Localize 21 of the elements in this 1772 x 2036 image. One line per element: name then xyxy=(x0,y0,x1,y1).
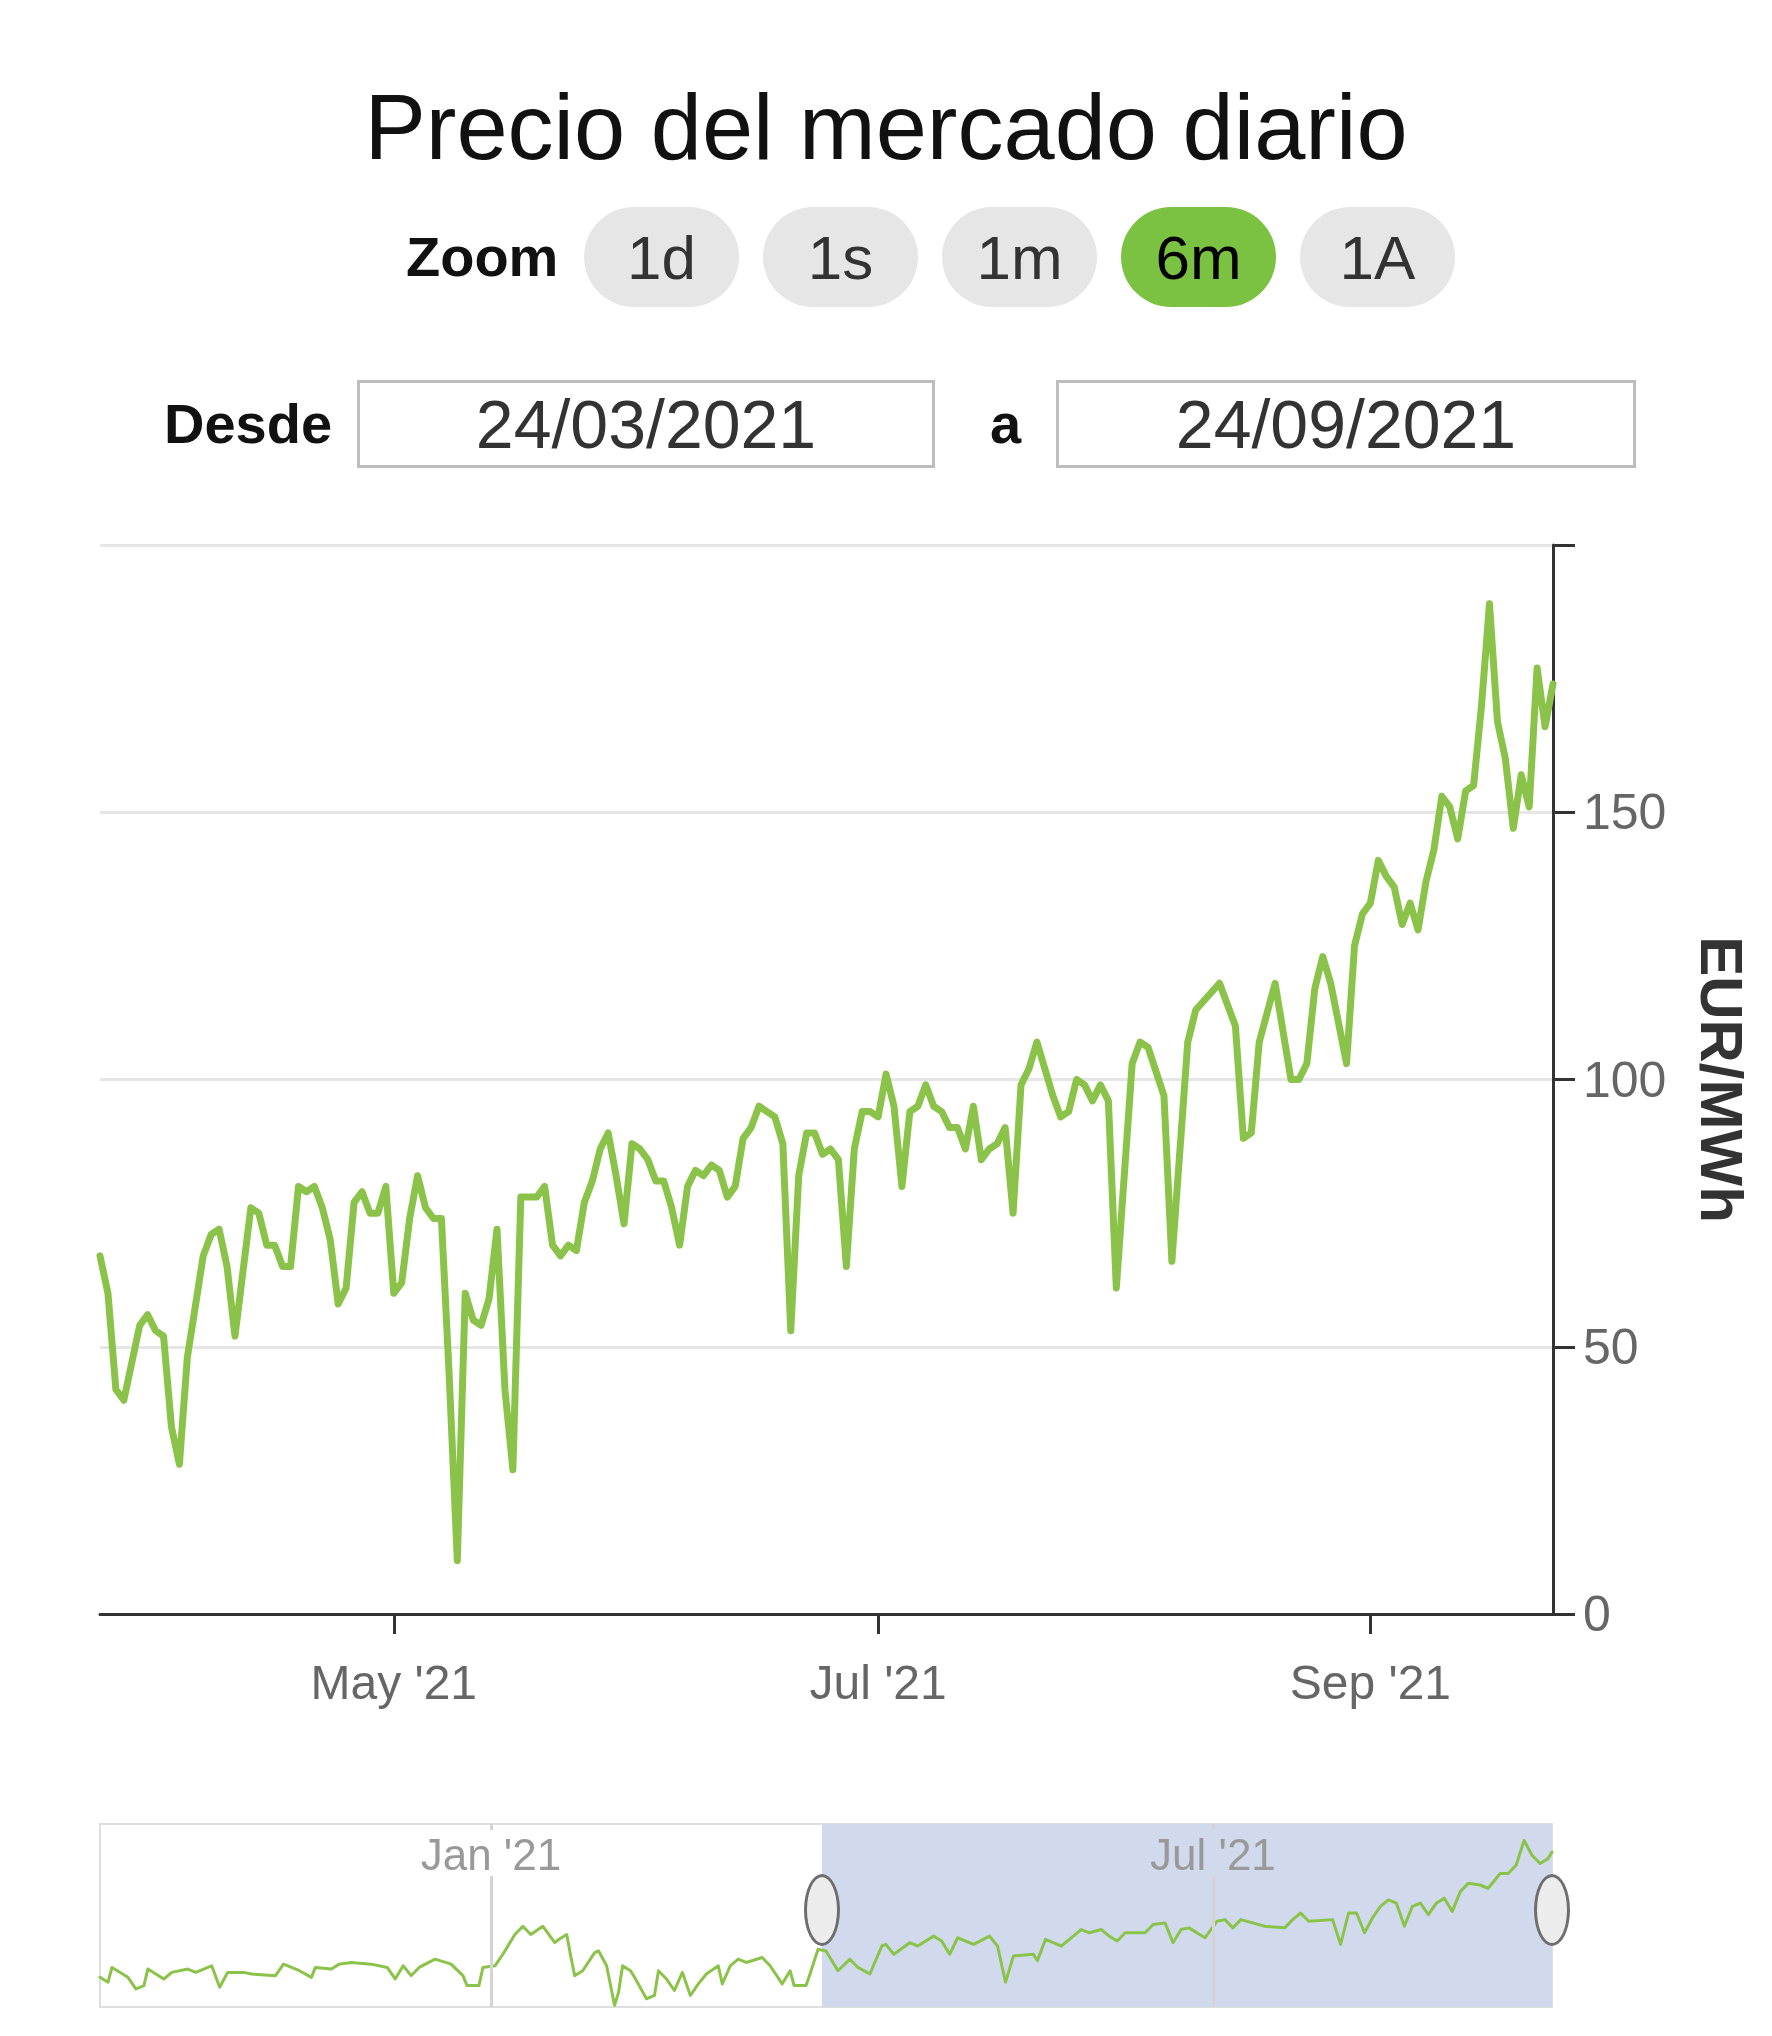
range-button: 1m xyxy=(942,207,1097,307)
x-tick-label: Jul '21 xyxy=(809,1655,947,1709)
x-tick-label: Sep '21 xyxy=(1289,1655,1452,1709)
y-tick-label: 0 xyxy=(1583,1586,1611,1642)
y-tick-label: 100 xyxy=(1583,1051,1667,1108)
range-button: 1d xyxy=(584,207,739,307)
chart-title: Precio del mercado diario xyxy=(364,76,1408,178)
y-axis-title: EUR/MWh xyxy=(1687,936,1755,1223)
x-tick-label: Jan '21 xyxy=(420,1829,562,1879)
date-field: 24/03/2021 xyxy=(357,380,935,468)
range-button: 6m xyxy=(1121,207,1276,307)
range-button: 1A xyxy=(1300,207,1455,307)
text: Desde xyxy=(164,392,333,455)
date-field: 24/09/2021 xyxy=(1056,380,1636,468)
x-tick-label: Jul '21 xyxy=(1150,1829,1276,1879)
y-tick-label: 150 xyxy=(1583,784,1667,841)
text: Zoom xyxy=(406,225,559,288)
text: a xyxy=(990,392,1022,455)
y-tick-label: 50 xyxy=(1583,1318,1639,1375)
range-button: 1s xyxy=(763,207,918,307)
x-tick-label: May '21 xyxy=(310,1655,478,1709)
